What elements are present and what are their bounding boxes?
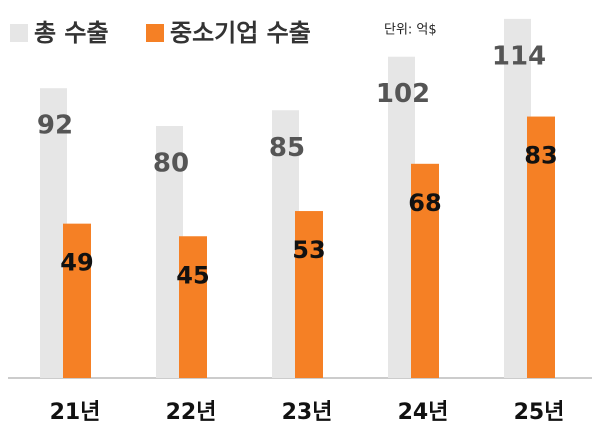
value-label: 102 [376, 79, 430, 109]
x-tick-label: 21년 [50, 400, 101, 425]
bar [527, 116, 555, 379]
value-label: 85 [269, 133, 305, 163]
legend-swatch [10, 24, 28, 42]
value-label: 80 [153, 149, 189, 179]
value-label: 114 [492, 41, 546, 71]
value-label: 68 [408, 189, 441, 217]
value-label: 83 [524, 142, 557, 170]
legend-label: 총 수출 [34, 19, 109, 47]
bar [63, 223, 91, 378]
bar [504, 18, 531, 379]
x-tick-label: 22년 [166, 400, 217, 425]
bar [179, 236, 207, 378]
x-tick-label: 23년 [282, 400, 333, 425]
value-label: 92 [37, 111, 73, 141]
bar [388, 56, 415, 378]
x-tick-label: 24년 [398, 400, 449, 425]
value-label: 45 [176, 261, 209, 289]
bar [411, 163, 439, 378]
legend-label: 중소기업 수출 [170, 19, 311, 47]
bar [295, 211, 323, 378]
bar [40, 88, 67, 378]
value-label: 53 [292, 236, 325, 264]
legend-swatch [146, 24, 164, 42]
unit-note: 단위: 억$ [384, 23, 437, 38]
bar [272, 110, 299, 378]
x-tick-label: 25년 [514, 400, 565, 425]
value-label: 49 [60, 249, 93, 277]
bar [156, 126, 183, 378]
